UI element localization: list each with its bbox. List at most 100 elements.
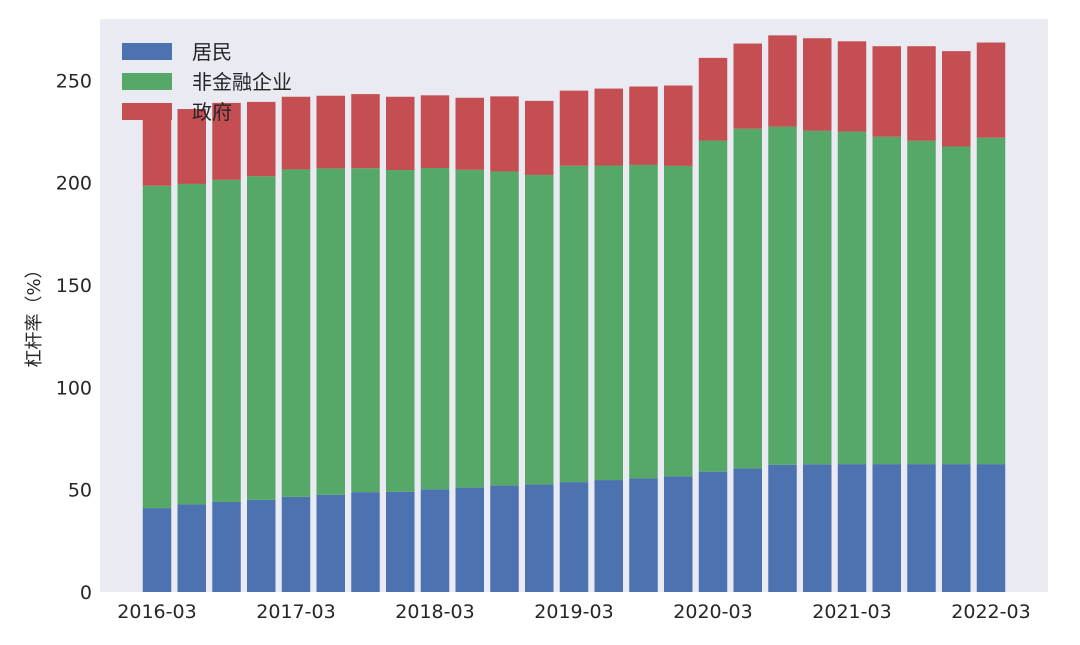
bar-2022-03-series-0 xyxy=(976,464,1006,592)
x-tick-label: 2021-03 xyxy=(812,601,891,623)
legend-swatch-0 xyxy=(122,43,172,60)
y-axis: 0 50 100 150 200 250 xyxy=(56,70,92,604)
legend-label-1: 非金融企业 xyxy=(192,70,292,94)
bar-2016-12-series-0 xyxy=(247,499,276,592)
bar-2018-06-series-2 xyxy=(455,97,484,170)
bar-2017-03-series-2 xyxy=(281,96,311,170)
bar-2016-03-series-0 xyxy=(142,508,172,592)
bar-2017-03-series-1 xyxy=(281,169,311,497)
bar-2019-03-series-0 xyxy=(559,482,589,592)
bar-2016-03-series-1 xyxy=(142,185,172,509)
legend-swatch-1 xyxy=(122,73,172,90)
bar-2017-09-series-1 xyxy=(351,168,380,493)
bar-2016-09-series-0 xyxy=(212,501,241,592)
bar-2021-03-series-0 xyxy=(837,464,867,592)
x-tick-label: 2016-03 xyxy=(117,601,196,623)
bar-2019-09-series-0 xyxy=(629,478,658,592)
bar-2019-06-series-0 xyxy=(594,480,623,592)
bar-2020-06-series-1 xyxy=(733,128,762,469)
bar-2020-12-series-1 xyxy=(803,130,832,465)
bar-2019-06-series-2 xyxy=(594,88,623,166)
bar-2020-09-series-0 xyxy=(768,464,797,592)
bar-2021-09-series-2 xyxy=(907,46,936,141)
legend-label-0: 居民 xyxy=(192,40,232,64)
bar-2018-06-series-0 xyxy=(455,487,484,592)
x-tick-label: 2019-03 xyxy=(534,601,613,623)
bar-2021-12-series-1 xyxy=(942,146,971,465)
bar-2017-12-series-0 xyxy=(386,491,415,592)
bar-2020-03-series-2 xyxy=(698,57,728,141)
bar-2016-12-series-2 xyxy=(247,101,276,177)
bar-2018-09-series-1 xyxy=(490,171,519,486)
bar-2020-09-series-1 xyxy=(768,126,797,465)
bar-2018-03-series-0 xyxy=(420,489,450,592)
bars-layer xyxy=(142,35,1006,592)
bar-2021-03-series-2 xyxy=(837,41,867,132)
bar-2019-06-series-1 xyxy=(594,165,623,481)
x-tick-label: 2017-03 xyxy=(256,601,335,623)
bar-2016-12-series-1 xyxy=(247,176,276,500)
bar-2021-06-series-1 xyxy=(872,136,901,465)
bar-2020-03-series-0 xyxy=(698,471,728,592)
bar-2017-12-series-1 xyxy=(386,170,415,492)
bar-2017-12-series-2 xyxy=(386,96,415,171)
bar-2018-12-series-2 xyxy=(525,100,554,175)
bar-2020-12-series-2 xyxy=(803,38,832,131)
legend-label-2: 政府 xyxy=(192,100,232,124)
bar-2017-09-series-2 xyxy=(351,94,380,169)
bar-2022-03-series-2 xyxy=(976,42,1006,138)
bar-2019-09-series-1 xyxy=(629,164,658,479)
bar-2016-09-series-2 xyxy=(212,102,241,180)
bar-2018-09-series-0 xyxy=(490,485,519,592)
y-tick-label: 200 xyxy=(56,173,92,195)
bar-2019-12-series-0 xyxy=(664,476,693,592)
bar-2016-06-series-2 xyxy=(177,109,206,184)
bar-2021-06-series-2 xyxy=(872,46,901,137)
y-axis-label: 杠杆率（%） xyxy=(24,260,45,367)
bar-2016-09-series-1 xyxy=(212,179,241,502)
bar-2019-12-series-1 xyxy=(664,165,693,477)
bar-2020-03-series-1 xyxy=(698,140,728,472)
x-tick-label: 2020-03 xyxy=(673,601,752,623)
y-tick-label: 50 xyxy=(68,480,92,502)
legend-swatch-2 xyxy=(122,103,172,120)
bar-2016-06-series-0 xyxy=(177,504,206,592)
x-tick-label: 2022-03 xyxy=(951,601,1030,623)
bar-2016-06-series-1 xyxy=(177,183,206,505)
bar-2020-06-series-0 xyxy=(733,468,762,592)
y-tick-label: 100 xyxy=(56,377,92,399)
bar-2021-12-series-2 xyxy=(942,51,971,147)
bar-2017-06-series-1 xyxy=(316,168,345,495)
bar-2016-03-series-2 xyxy=(142,111,172,186)
bar-2017-09-series-0 xyxy=(351,492,380,592)
bar-2018-03-series-2 xyxy=(420,95,450,168)
bar-2019-03-series-2 xyxy=(559,90,589,166)
bar-2020-06-series-2 xyxy=(733,43,762,129)
bar-2018-12-series-1 xyxy=(525,174,554,485)
y-tick-label: 250 xyxy=(56,70,92,92)
bar-2017-06-series-0 xyxy=(316,494,345,592)
bar-2020-09-series-2 xyxy=(768,35,797,127)
bar-2020-12-series-0 xyxy=(803,464,832,592)
bar-2021-09-series-1 xyxy=(907,140,936,465)
bar-2019-03-series-1 xyxy=(559,165,589,483)
y-tick-label: 150 xyxy=(56,275,92,297)
bar-2019-09-series-2 xyxy=(629,86,658,165)
bar-2018-09-series-2 xyxy=(490,96,519,172)
bar-2021-06-series-0 xyxy=(872,464,901,592)
x-tick-label: 2018-03 xyxy=(395,601,474,623)
x-axis: 2016-03 2017-03 2018-03 2019-03 2020-03 2021-… xyxy=(117,601,1030,623)
bar-2017-03-series-0 xyxy=(281,496,311,592)
bar-2022-03-series-1 xyxy=(976,137,1006,465)
bar-2018-12-series-0 xyxy=(525,484,554,592)
bar-2021-12-series-0 xyxy=(942,464,971,592)
bar-2021-03-series-1 xyxy=(837,131,867,465)
bar-2021-09-series-0 xyxy=(907,464,936,592)
bar-2018-03-series-1 xyxy=(420,167,450,490)
bar-2017-06-series-2 xyxy=(316,95,345,169)
bar-2018-06-series-1 xyxy=(455,169,484,488)
y-tick-label: 0 xyxy=(80,582,92,604)
